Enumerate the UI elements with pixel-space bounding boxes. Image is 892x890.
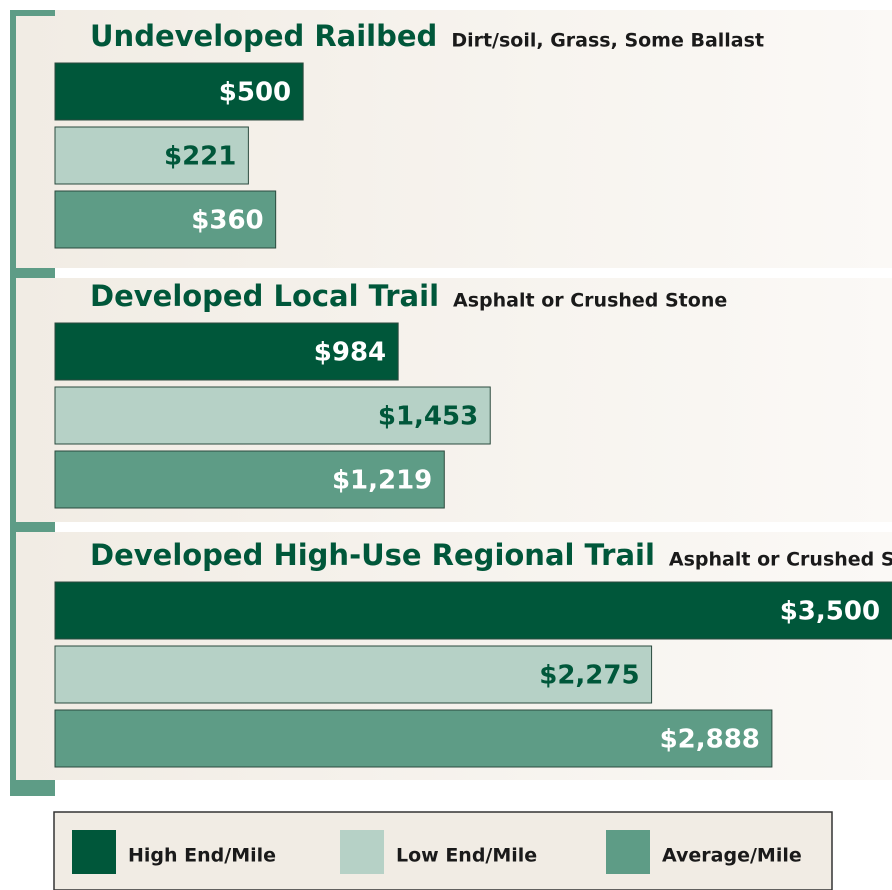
value-label: $500 <box>219 78 291 108</box>
legend-label: Average/Mile <box>662 845 802 867</box>
bar <box>54 62 304 121</box>
bracket <box>10 10 55 16</box>
legend-label: High End/Mile <box>128 845 276 867</box>
legend-label: Low End/Mile <box>396 845 537 867</box>
legend-swatch <box>340 830 384 874</box>
bar <box>54 450 445 509</box>
bar <box>54 386 491 445</box>
legend-swatch <box>606 830 650 874</box>
bar <box>54 322 399 381</box>
value-label: $1,219 <box>332 466 432 496</box>
bracket <box>10 522 55 532</box>
value-label: $2,275 <box>539 661 639 691</box>
group-subtitle: Dirt/soil, Grass, Some Ballast <box>451 30 764 52</box>
group-title: Developed High-Use Regional Trail <box>90 538 655 572</box>
legend-swatch <box>72 830 116 874</box>
group-title: Developed Local Trail <box>90 279 439 313</box>
bracket <box>10 780 55 796</box>
group-title: Undeveloped Railbed <box>90 19 437 53</box>
group-subtitle: Asphalt or Crushed Stone <box>453 290 727 312</box>
group-subtitle: Asphalt or Crushed Stone <box>669 549 892 571</box>
value-label: $2,888 <box>660 725 760 755</box>
legend <box>53 811 833 890</box>
bar <box>54 126 249 185</box>
value-label: $221 <box>164 142 236 172</box>
bar <box>54 581 892 640</box>
bracket <box>10 10 16 796</box>
value-label: $984 <box>314 338 386 368</box>
value-label: $1,453 <box>378 402 478 432</box>
bar <box>54 709 773 768</box>
value-label: $360 <box>191 206 263 236</box>
bracket <box>10 268 55 278</box>
value-label: $3,500 <box>780 597 880 627</box>
bar <box>54 645 653 704</box>
bar <box>54 190 277 249</box>
